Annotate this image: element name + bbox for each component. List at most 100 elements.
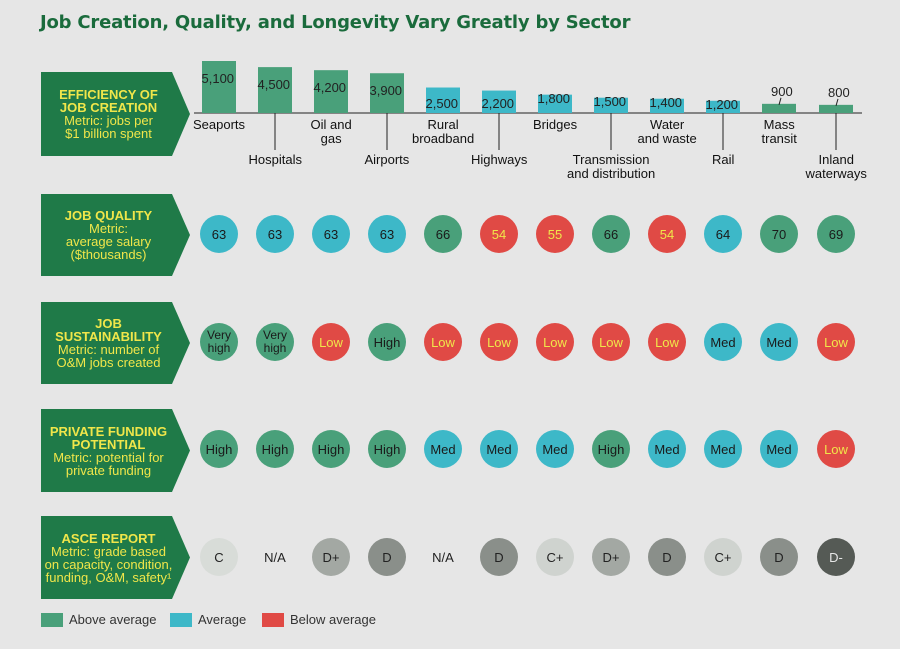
category-label-line: Hospitals	[248, 152, 302, 167]
bar-value-label: 1,400	[649, 94, 683, 110]
row-label-heading: ASCE REPORT	[61, 530, 156, 546]
category-label-line: Transmission	[572, 152, 650, 167]
sustain-marker-transmission-and-distribution: Low	[592, 323, 630, 361]
salary-marker-seaports: 63	[200, 215, 238, 253]
bar-value-label: 4,500	[257, 77, 291, 93]
category-label-bridges: Bridges	[533, 118, 577, 132]
row-label-quality: JOB QUALITY Metric: average salary ($thousa…	[41, 194, 176, 276]
asce-marker-mass-transit: D	[760, 538, 798, 576]
category-label-line: Water	[650, 117, 685, 132]
row-label-heading: JOB CREATION	[59, 100, 158, 115]
row-label-metric: Metric: number of	[57, 342, 160, 357]
legend-label: Average	[198, 612, 247, 627]
asce-marker-airports: D	[368, 538, 406, 576]
row-label-arrow	[41, 72, 190, 156]
bar-highways	[482, 90, 516, 113]
category-label-line: and distribution	[567, 166, 656, 181]
bar-seaports	[202, 61, 236, 113]
funding-marker-rural-broadband: Med	[424, 430, 462, 468]
row-label-heading: EFFICIENCY OF	[59, 87, 158, 102]
asce-marker-bridges: C+	[536, 538, 574, 576]
bar-value-label: 1,500	[593, 93, 627, 109]
bar-mass-transit	[762, 103, 796, 113]
funding-marker-inland-waterways: Low	[817, 430, 855, 468]
category-label-hospitals: Hospitals	[249, 153, 302, 167]
bar-value-label: 2,500	[425, 96, 459, 111]
sustain-marker-rural-broadband: Low	[424, 323, 462, 361]
funding-marker-highways: Med	[480, 430, 518, 468]
category-label-line: and waste	[637, 131, 697, 146]
sustain-marker-bridges: Low	[536, 323, 574, 361]
legend-item-below: Below average	[262, 612, 376, 627]
bar-value-label: 900	[771, 83, 793, 99]
funding-marker-bridges: Med	[536, 430, 574, 468]
category-label-transmission-and-distribution: Transmission and distribution	[567, 153, 655, 181]
row-label-arrow	[41, 516, 190, 599]
row-label-metric: Metric: jobs per	[64, 113, 153, 128]
bar-rural-broadband	[426, 87, 460, 113]
salary-marker-highways: 54	[480, 215, 518, 253]
bar-water-and-waste	[650, 98, 684, 113]
sustain-marker-oil-and-gas: Low	[312, 323, 350, 361]
bar-airports	[370, 73, 404, 113]
funding-marker-seaports: High	[200, 430, 238, 468]
row-label-metric: $1 billion spent	[65, 126, 152, 141]
asce-marker-oil-and-gas: D+	[312, 538, 350, 576]
category-label-seaports: Seaports	[193, 118, 245, 132]
salary-marker-hospitals: 63	[256, 215, 294, 253]
asce-marker-hospitals: N/A	[264, 549, 286, 565]
salary-marker-rail: 64	[704, 215, 742, 253]
value-pointer-line	[778, 97, 782, 105]
row-label-arrow	[41, 409, 190, 492]
category-label-line: Airports	[364, 152, 410, 167]
category-label-line: Oil and	[310, 117, 352, 132]
sustain-marker-water-and-waste: Low	[648, 323, 686, 361]
sustain-marker-hospitals: Very high	[256, 323, 294, 361]
category-label-oil-and-gas: Oil and gas	[311, 118, 352, 146]
row-label-metric: Metric: potential for	[53, 449, 164, 465]
category-label-line: Inland	[818, 152, 854, 167]
legend-label: Above average	[69, 612, 157, 627]
row-label-arrow	[41, 302, 190, 384]
sustain-marker-inland-waterways: Low	[817, 323, 855, 361]
row-label-metric: O&M jobs created	[56, 355, 161, 370]
salary-marker-mass-transit: 70	[760, 215, 798, 253]
category-label-highways: Highways	[471, 153, 527, 167]
bar-value-label: 800	[828, 84, 850, 100]
legend-item-above: Above average	[41, 612, 156, 627]
salary-marker-inland-waterways: 69	[817, 215, 855, 253]
row-label-metric: ($thousands)	[70, 247, 147, 262]
funding-marker-hospitals: High	[256, 430, 294, 468]
row-label-metric: Metric:	[89, 221, 128, 236]
funding-marker-airports: High	[368, 430, 406, 468]
funding-marker-rail: Med	[704, 430, 742, 468]
category-label-water-and-waste: Water and waste	[638, 118, 697, 146]
bar-bridges	[538, 94, 572, 113]
category-label-rail: Rail	[712, 153, 734, 167]
legend-swatch	[170, 612, 192, 627]
category-label-airports: Airports	[365, 153, 410, 167]
row-label-heading: JOB QUALITY	[64, 208, 153, 223]
salary-marker-oil-and-gas: 63	[312, 215, 350, 253]
salary-marker-bridges: 55	[536, 215, 574, 253]
sustain-marker-mass-transit: Med	[760, 323, 798, 361]
page-title: Job Creation, Quality, and Longevity Var…	[40, 12, 631, 33]
sustain-marker-highways: Low	[480, 323, 518, 361]
funding-marker-oil-and-gas: High	[312, 430, 350, 468]
bar-value-label: 5,100	[201, 71, 235, 86]
legend-swatch	[41, 612, 63, 627]
sustain-marker-airports: High	[368, 323, 406, 361]
asce-marker-inland-waterways: D-	[817, 538, 855, 576]
row-label-metric: private funding	[65, 462, 152, 478]
row-label-metric: Metric: grade based	[51, 543, 166, 559]
row-label-arrow	[41, 194, 190, 276]
row-label-heading: JOB	[95, 316, 122, 331]
row-label-metric: average salary	[65, 234, 152, 249]
bar-value-label: 2,200	[481, 96, 515, 111]
category-label-line: Bridges	[533, 117, 578, 132]
category-label-line: Mass	[763, 117, 795, 132]
funding-marker-mass-transit: Med	[760, 430, 798, 468]
bar-inland-waterways	[819, 104, 853, 113]
